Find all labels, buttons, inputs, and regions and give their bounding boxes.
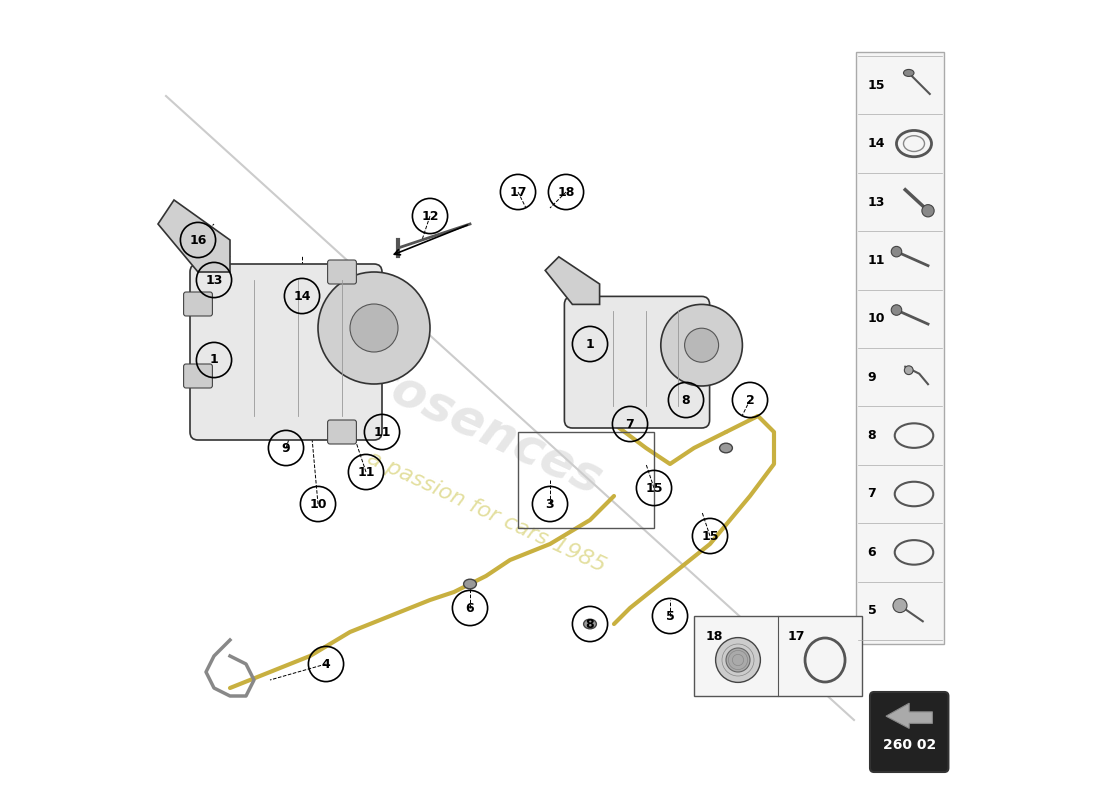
- Bar: [694, 616, 862, 696]
- Text: 6: 6: [868, 546, 877, 559]
- Text: 4: 4: [321, 658, 330, 670]
- Text: a passion for cars 1985: a passion for cars 1985: [364, 448, 608, 576]
- Text: 260 02: 260 02: [882, 738, 936, 752]
- Text: 6: 6: [465, 602, 474, 614]
- Polygon shape: [886, 703, 933, 728]
- Circle shape: [891, 246, 902, 257]
- FancyBboxPatch shape: [328, 420, 356, 444]
- Bar: [518, 432, 654, 528]
- Circle shape: [726, 648, 750, 672]
- Text: 2: 2: [746, 394, 755, 406]
- Text: 7: 7: [868, 487, 877, 501]
- Ellipse shape: [463, 579, 476, 589]
- Text: 10: 10: [868, 312, 886, 326]
- Text: 8: 8: [868, 429, 877, 442]
- FancyBboxPatch shape: [328, 260, 356, 284]
- Circle shape: [716, 638, 760, 682]
- Text: 9: 9: [868, 370, 877, 384]
- Text: 8: 8: [682, 394, 691, 406]
- Text: 17: 17: [509, 186, 527, 198]
- Text: 17: 17: [788, 630, 805, 643]
- Circle shape: [893, 598, 907, 613]
- Polygon shape: [158, 200, 230, 272]
- Ellipse shape: [584, 619, 596, 629]
- Text: 13: 13: [206, 274, 222, 286]
- Text: 11: 11: [868, 254, 886, 267]
- Text: 16: 16: [189, 234, 207, 246]
- FancyBboxPatch shape: [190, 264, 382, 440]
- Text: 14: 14: [294, 290, 310, 302]
- Text: 3: 3: [546, 498, 554, 510]
- Ellipse shape: [903, 70, 914, 77]
- Text: 12: 12: [421, 210, 439, 222]
- Text: 11: 11: [373, 426, 390, 438]
- Text: 18: 18: [558, 186, 574, 198]
- Text: 5: 5: [868, 604, 877, 618]
- Circle shape: [318, 272, 430, 384]
- Text: 14: 14: [868, 137, 886, 150]
- Text: 1: 1: [585, 338, 594, 350]
- Text: 15: 15: [868, 78, 886, 92]
- Circle shape: [350, 304, 398, 352]
- FancyBboxPatch shape: [184, 292, 212, 316]
- Circle shape: [904, 366, 913, 374]
- Polygon shape: [546, 257, 600, 304]
- Circle shape: [922, 205, 934, 217]
- Circle shape: [661, 304, 743, 386]
- Bar: [857, 52, 944, 644]
- Text: 7: 7: [626, 418, 635, 430]
- Text: 1: 1: [210, 354, 219, 366]
- Text: 15: 15: [646, 482, 662, 494]
- Circle shape: [891, 305, 902, 315]
- Text: 13: 13: [868, 195, 886, 209]
- Text: 8: 8: [585, 618, 594, 630]
- FancyBboxPatch shape: [184, 364, 212, 388]
- Text: 5: 5: [666, 610, 674, 622]
- Circle shape: [684, 328, 718, 362]
- Text: 10: 10: [309, 498, 327, 510]
- Text: 9: 9: [282, 442, 290, 454]
- Text: 18: 18: [706, 630, 724, 643]
- FancyBboxPatch shape: [870, 692, 948, 772]
- Ellipse shape: [719, 443, 733, 453]
- Text: eurosences: eurosences: [298, 326, 609, 506]
- Text: 15: 15: [702, 530, 718, 542]
- FancyBboxPatch shape: [564, 296, 710, 428]
- Text: 11: 11: [358, 466, 375, 478]
